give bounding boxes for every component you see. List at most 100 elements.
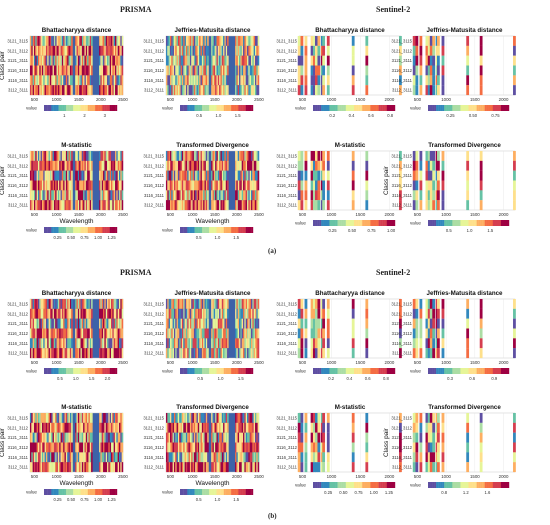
heat-cell (251, 442, 253, 453)
heat-cell (76, 348, 79, 359)
heat-cell (175, 338, 177, 349)
heat-cell (236, 190, 238, 201)
legend-swatch (91, 227, 94, 233)
legend-swatch (386, 368, 390, 374)
heat-cell (68, 151, 71, 161)
legend-tick-label: 1.0 (218, 376, 224, 381)
heat-cell (213, 36, 216, 46)
heat-cell (199, 55, 201, 66)
heat-cell (399, 190, 402, 201)
heat-cell (257, 55, 260, 66)
heat-cell (108, 442, 110, 453)
class-pair-label: 3116_3112 (144, 68, 165, 73)
heat-cell (55, 45, 57, 56)
heat-cell (67, 328, 69, 339)
class-pair-label: 3121_3115 (7, 39, 28, 44)
heat-cell (121, 36, 124, 46)
heat-cell (195, 190, 197, 201)
heat-cell (120, 462, 122, 473)
legend-tick-label: 1.5 (235, 113, 241, 118)
heat-cell (53, 442, 56, 453)
heat-cell (240, 432, 242, 443)
heat-cell (81, 200, 84, 211)
heat-cell (204, 308, 207, 319)
legend-swatch (71, 368, 74, 374)
heat-cell (116, 151, 118, 161)
heat-cell (64, 328, 67, 339)
heat-cell (211, 75, 213, 86)
heat-cell (304, 348, 308, 359)
heat-cell (432, 45, 436, 56)
heat-cell (55, 299, 57, 309)
heat-cell (53, 55, 56, 66)
heat-cell (56, 190, 59, 201)
heat-cell (187, 190, 189, 201)
heat-cell (108, 180, 110, 191)
legend-tick-label: 1.25 (385, 490, 394, 495)
legend-swatch (245, 227, 248, 233)
heat-cell (415, 413, 419, 423)
heat-cell (399, 180, 402, 191)
heat-cell (99, 422, 101, 433)
heat-cell (104, 442, 106, 453)
heat-cell (211, 170, 213, 181)
x-axis-label: Wavelength (59, 480, 93, 487)
legend-swatch (468, 220, 471, 226)
heat-cell (221, 190, 224, 201)
heat-cell (243, 413, 245, 423)
heat-cell (48, 190, 51, 201)
legend-swatch (111, 368, 114, 374)
heat-cell (44, 328, 47, 339)
heat-cell (219, 180, 221, 191)
heat-cell (63, 170, 65, 181)
heat-cell (59, 36, 61, 46)
heat-cell (44, 348, 47, 359)
heat-cell (205, 452, 208, 463)
heat-cell (365, 318, 369, 329)
heat-cell (107, 170, 109, 181)
heat-cell (120, 308, 122, 319)
heat-cell (85, 45, 88, 56)
heat-cell (425, 65, 429, 76)
heat-cell (197, 170, 200, 181)
legend-title: value (26, 490, 37, 495)
heat-cell (203, 180, 205, 191)
heat-cell (221, 452, 224, 463)
heat-cell (87, 348, 89, 359)
heat-cell (43, 170, 45, 181)
heat-cell (112, 462, 114, 473)
heat-cell (204, 413, 207, 423)
class-pair-label: 3116_3112 (392, 445, 413, 450)
heat-cell (227, 36, 229, 46)
heat-cell (115, 318, 117, 329)
heat-cell (201, 338, 204, 349)
heat-cell (88, 200, 90, 211)
heat-cell (245, 36, 248, 46)
heat-cell (247, 432, 249, 443)
heat-cell (203, 160, 205, 171)
heat-cell (35, 462, 37, 473)
heat-cell (399, 442, 402, 453)
heat-cell (237, 442, 240, 453)
legend-swatch (448, 220, 451, 226)
legend-swatch (496, 482, 500, 488)
heat-cell (220, 318, 222, 329)
heat-cell (188, 180, 191, 191)
class-pair-label: 3116_3111 (277, 455, 298, 460)
heat-cell (69, 318, 72, 329)
legend-swatch (335, 105, 338, 111)
heat-cell (68, 180, 71, 191)
heat-cell (117, 413, 120, 423)
heat-cell (100, 308, 102, 319)
heat-cell (84, 36, 86, 46)
heat-cell (53, 200, 56, 211)
heat-cell (69, 36, 72, 46)
heat-cell (217, 442, 220, 453)
heat-cell (79, 318, 81, 329)
heat-cell (48, 75, 51, 86)
heat-cell (244, 432, 246, 443)
heat-cell (441, 442, 445, 453)
heat-cell (183, 55, 185, 66)
heat-cell (176, 328, 179, 339)
heat-cell (192, 422, 195, 433)
